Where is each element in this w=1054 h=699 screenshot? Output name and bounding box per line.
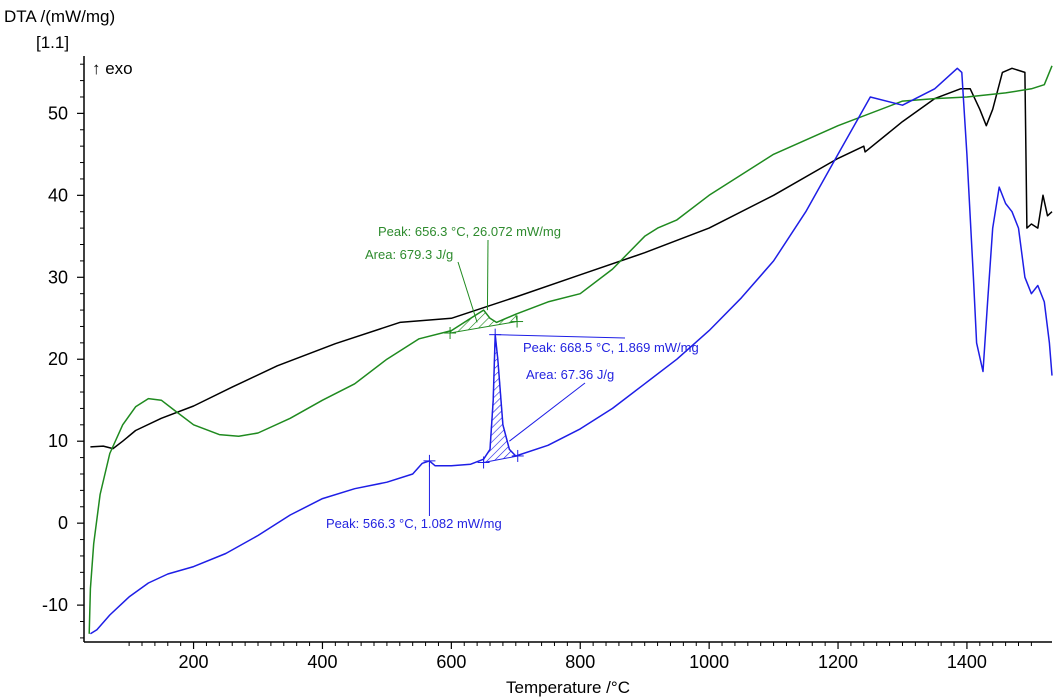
y-axis-title: DTA /(mW/mg) xyxy=(4,7,115,26)
x-axis-title: Temperature /°C xyxy=(506,678,630,697)
y-tick-label: -10 xyxy=(42,595,68,615)
y-tick-label: 10 xyxy=(48,431,68,451)
series-line-blue xyxy=(89,67,1053,635)
blue-area-annotation: Area: 67.36 J/g xyxy=(526,367,614,382)
green-peak-area-fill xyxy=(449,309,518,334)
green-area-annotation: Area: 679.3 J/g xyxy=(365,247,453,262)
blue-first-peak-annotation: Peak: 566.3 °C, 1.082 mW/mg xyxy=(326,516,502,531)
y-tick-label: 30 xyxy=(48,267,68,287)
x-tick-label: 600 xyxy=(436,652,466,672)
annotation-leader xyxy=(509,382,586,442)
series-line-black xyxy=(90,67,1053,450)
y-tick-label: 40 xyxy=(48,185,68,205)
y-tick-label: 50 xyxy=(48,103,68,123)
green-peak-annotation: Peak: 656.3 °C, 26.072 mW/mg xyxy=(378,224,561,239)
x-tick-label: 1200 xyxy=(818,652,858,672)
x-tick-label: 1000 xyxy=(689,652,729,672)
y-tick-label: 20 xyxy=(48,349,68,369)
x-tick-label: 1400 xyxy=(947,652,987,672)
annotation-leader xyxy=(486,239,489,311)
x-tick-label: 200 xyxy=(179,652,209,672)
x-tick-label: 400 xyxy=(307,652,337,672)
y-axis-index-label: [1.1] xyxy=(36,33,69,52)
annotation-leader xyxy=(495,334,626,339)
exo-direction-label: ↑ exo xyxy=(92,59,133,78)
x-tick-label: 800 xyxy=(565,652,595,672)
annotation-leader xyxy=(457,261,478,323)
y-tick-label: 0 xyxy=(58,513,68,533)
blue-peak-annotation: Peak: 668.5 °C, 1.869 mW/mg xyxy=(523,340,699,355)
